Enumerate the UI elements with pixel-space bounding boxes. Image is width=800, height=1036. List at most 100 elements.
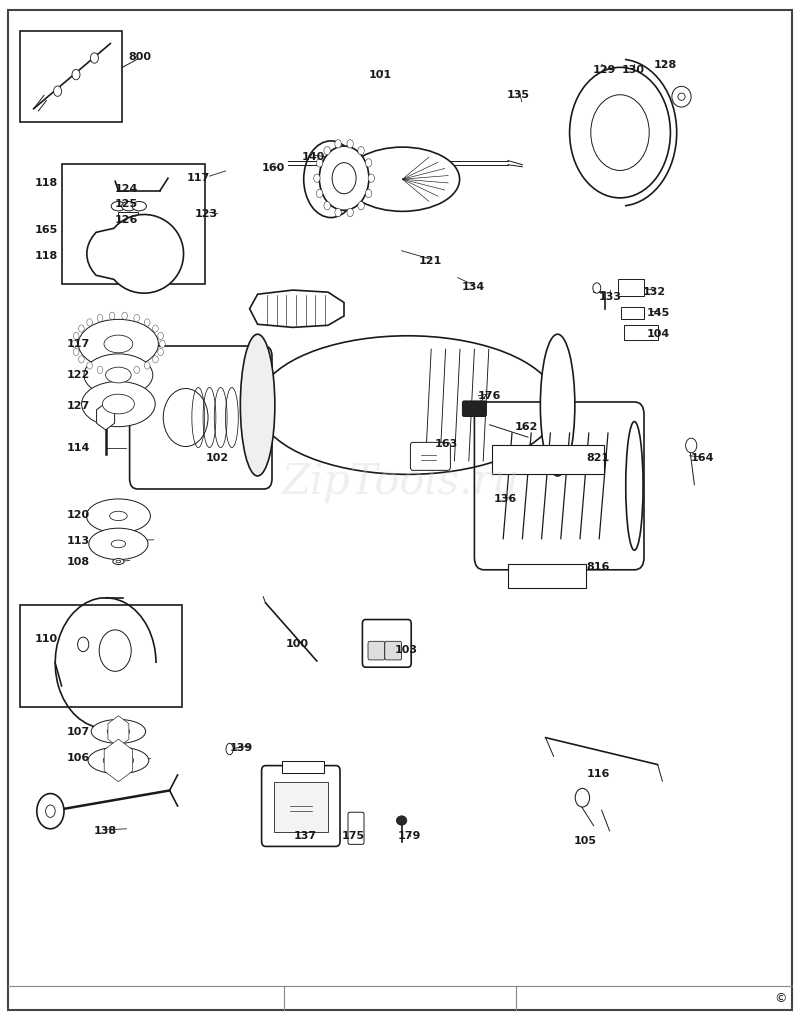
Circle shape — [347, 140, 354, 148]
Ellipse shape — [111, 201, 126, 211]
Circle shape — [316, 159, 322, 167]
Text: 126: 126 — [114, 214, 138, 225]
Ellipse shape — [540, 335, 575, 476]
FancyBboxPatch shape — [410, 442, 450, 470]
Ellipse shape — [626, 422, 643, 550]
Circle shape — [153, 325, 158, 333]
Circle shape — [358, 202, 364, 210]
Text: 135: 135 — [507, 90, 530, 100]
Circle shape — [314, 174, 320, 182]
Text: 125: 125 — [115, 199, 138, 209]
Ellipse shape — [122, 201, 136, 211]
Ellipse shape — [106, 367, 131, 383]
Text: 165: 165 — [34, 225, 58, 235]
Polygon shape — [250, 290, 344, 327]
Ellipse shape — [110, 511, 127, 521]
Text: 139: 139 — [230, 743, 254, 753]
Circle shape — [324, 202, 330, 210]
Ellipse shape — [678, 93, 685, 100]
Text: 127: 127 — [66, 401, 90, 411]
Ellipse shape — [88, 747, 149, 774]
Text: 800: 800 — [129, 52, 151, 62]
Text: 138: 138 — [94, 826, 117, 836]
Text: 133: 133 — [599, 292, 622, 303]
Circle shape — [99, 630, 131, 671]
Text: 106: 106 — [66, 753, 90, 764]
Circle shape — [570, 67, 670, 198]
Ellipse shape — [103, 754, 134, 767]
Ellipse shape — [91, 719, 146, 744]
Bar — [274, 782, 328, 832]
Ellipse shape — [102, 395, 134, 414]
Text: 137: 137 — [294, 831, 317, 841]
Circle shape — [122, 369, 127, 376]
Ellipse shape — [111, 540, 126, 548]
FancyBboxPatch shape — [130, 346, 272, 489]
Circle shape — [153, 355, 158, 363]
Ellipse shape — [116, 560, 121, 563]
Text: 176: 176 — [478, 391, 502, 401]
Circle shape — [46, 805, 55, 817]
Bar — [20, 605, 182, 707]
Ellipse shape — [113, 558, 124, 565]
Circle shape — [366, 190, 372, 198]
Bar — [508, 564, 586, 588]
Text: 136: 136 — [494, 494, 518, 505]
Text: 816: 816 — [586, 562, 610, 572]
Text: 103: 103 — [395, 644, 418, 655]
FancyBboxPatch shape — [385, 641, 402, 660]
FancyBboxPatch shape — [262, 766, 340, 846]
Bar — [20, 31, 122, 122]
Bar — [282, 761, 324, 773]
Text: 164: 164 — [690, 453, 714, 463]
Circle shape — [54, 86, 62, 96]
Text: 163: 163 — [434, 439, 458, 450]
Text: 179: 179 — [398, 831, 422, 841]
Ellipse shape — [89, 528, 148, 559]
Circle shape — [347, 208, 354, 217]
Text: 140: 140 — [302, 152, 326, 163]
Bar — [118, 212, 138, 224]
Text: 121: 121 — [418, 256, 442, 266]
Circle shape — [316, 190, 322, 198]
Ellipse shape — [322, 166, 341, 193]
Bar — [62, 164, 205, 284]
Circle shape — [335, 208, 342, 217]
Circle shape — [575, 788, 590, 807]
Text: 120: 120 — [67, 510, 90, 520]
Circle shape — [324, 146, 330, 154]
Ellipse shape — [84, 354, 153, 396]
Circle shape — [86, 362, 92, 369]
Text: 100: 100 — [286, 639, 309, 650]
FancyBboxPatch shape — [348, 812, 364, 844]
Bar — [624, 325, 658, 340]
FancyBboxPatch shape — [368, 641, 385, 660]
Circle shape — [159, 341, 165, 348]
Text: 122: 122 — [66, 370, 90, 380]
Text: 129: 129 — [592, 65, 616, 76]
Text: ZipTools.ru: ZipTools.ru — [281, 461, 519, 502]
Text: 145: 145 — [646, 308, 670, 318]
Circle shape — [134, 314, 139, 321]
Text: 110: 110 — [35, 634, 58, 644]
Text: 175: 175 — [342, 831, 365, 841]
Text: 117: 117 — [186, 173, 210, 183]
Text: 113: 113 — [67, 536, 90, 546]
Text: 105: 105 — [574, 836, 597, 846]
FancyBboxPatch shape — [474, 402, 644, 570]
Circle shape — [319, 146, 369, 210]
Text: 132: 132 — [643, 287, 666, 297]
Circle shape — [110, 369, 115, 376]
Bar — [492, 445, 604, 474]
Text: 108: 108 — [67, 556, 90, 567]
Circle shape — [366, 159, 372, 167]
Circle shape — [72, 341, 77, 348]
Circle shape — [78, 637, 89, 652]
Text: 160: 160 — [262, 163, 286, 173]
Text: 118: 118 — [34, 251, 58, 261]
Circle shape — [98, 367, 103, 374]
Ellipse shape — [78, 319, 158, 369]
Circle shape — [122, 312, 127, 319]
Text: 118: 118 — [34, 178, 58, 189]
Ellipse shape — [226, 744, 234, 754]
